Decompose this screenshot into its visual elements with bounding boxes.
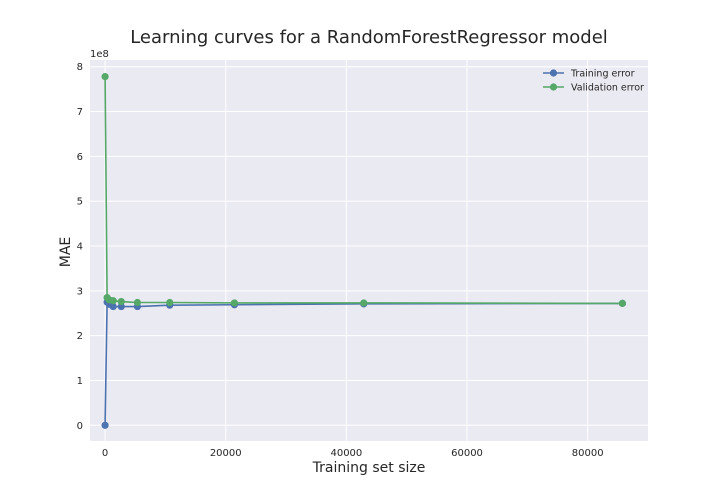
legend-marker [549,83,558,91]
plot-area [90,60,648,441]
legend-label: Training error [570,69,635,80]
y-tick-label: 6 [77,152,83,163]
data-point [101,421,109,429]
data-point [101,72,109,81]
y-tick-label: 4 [77,242,83,253]
legend-marker [549,69,558,77]
data-point [109,297,117,305]
data-point [618,299,627,307]
data-point [109,302,117,311]
chart-title: Learning curves for a RandomForestRegres… [130,27,608,48]
x-tick-label: 80000 [572,448,604,459]
y-tick-label: 1 [77,376,83,387]
legend-label: Validation error [571,83,644,94]
data-point [360,299,368,307]
data-series [101,72,627,429]
data-point [117,297,125,306]
y-tick-label: 5 [77,197,83,208]
tick-labels: 0 20000 40000 60000 80000 0 1 2 3 4 5 6 7 8 [77,62,604,459]
series-validation-error [101,72,627,307]
legend: Training error Validation error [543,69,644,94]
y-axis-label: MAE [58,237,74,268]
data-point [166,298,174,307]
y-tick-label: 2 [77,331,83,342]
data-point [117,302,125,311]
x-tick-label: 0 [102,448,108,459]
y-tick-label: 8 [77,62,83,73]
y-tick-label: 7 [77,107,83,118]
y-offset-label: 1e8 [90,49,109,60]
x-axis-label: Training set size [312,460,426,476]
grid-lines [90,60,648,441]
data-point [230,299,239,307]
x-tick-label: 40000 [330,448,362,459]
y-tick-label: 0 [77,421,83,432]
data-point [133,298,142,307]
x-tick-label: 60000 [451,448,483,459]
x-tick-label: 20000 [210,448,242,459]
y-tick-label: 3 [77,286,83,297]
